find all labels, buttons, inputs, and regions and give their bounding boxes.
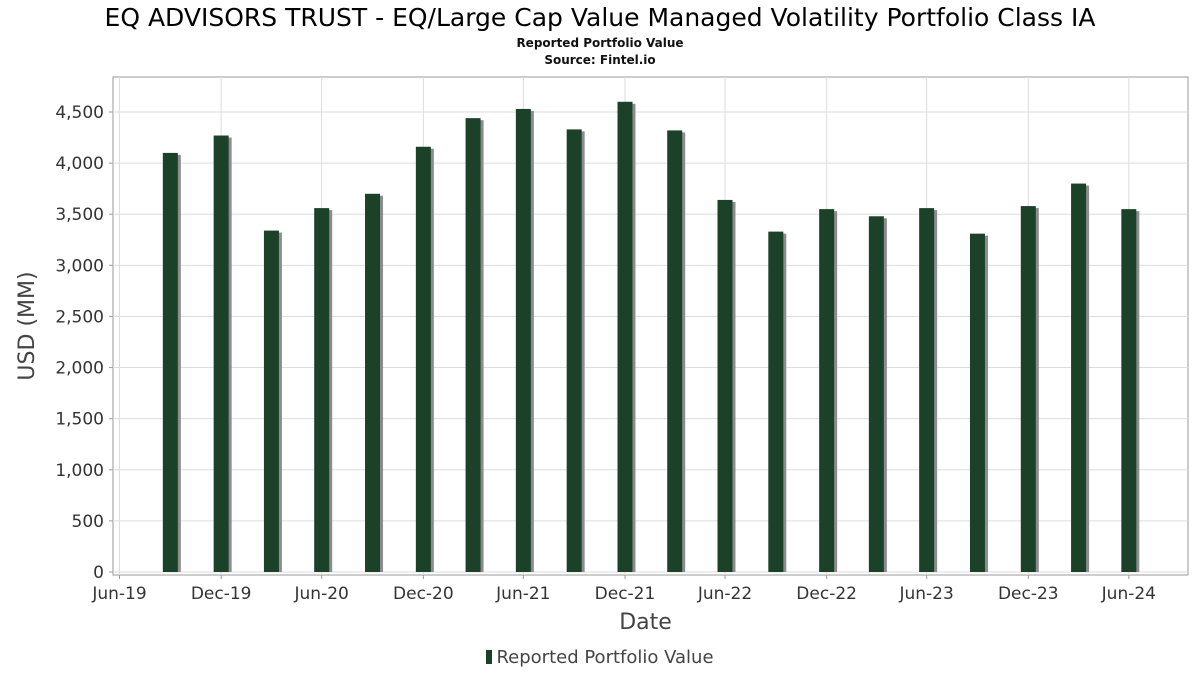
bar xyxy=(314,208,330,572)
x-tick-label: Dec-22 xyxy=(796,584,857,604)
x-tick-label: Dec-19 xyxy=(191,584,252,604)
bar xyxy=(213,135,229,572)
bar xyxy=(667,130,683,572)
chart-subtitle: Reported Portfolio Value xyxy=(516,36,684,50)
y-tick-label: 4,500 xyxy=(55,103,104,123)
y-tick-label: 4,000 xyxy=(55,154,104,174)
x-tick-label: Jun-20 xyxy=(294,584,349,604)
x-tick-label: Jun-24 xyxy=(1101,584,1156,604)
bar xyxy=(617,101,633,573)
bar xyxy=(717,199,733,573)
bar xyxy=(162,152,178,572)
bar xyxy=(1071,183,1087,572)
bar xyxy=(365,193,381,572)
y-tick-label: 0 xyxy=(93,563,104,583)
x-tick-label: Dec-21 xyxy=(595,584,656,604)
bar xyxy=(415,146,431,572)
y-tick-label: 1,000 xyxy=(55,461,104,481)
y-tick-label: 3,500 xyxy=(55,205,104,225)
bar xyxy=(868,216,884,572)
bar xyxy=(1121,209,1137,572)
x-tick-label: Dec-23 xyxy=(998,584,1059,604)
bar xyxy=(566,129,582,573)
x-tick-label: Jun-19 xyxy=(91,584,146,604)
bar xyxy=(263,230,279,572)
x-axis-label: Date xyxy=(619,610,672,635)
bar xyxy=(515,108,531,573)
bar xyxy=(919,208,935,572)
legend-swatch xyxy=(486,650,493,664)
bar xyxy=(969,233,985,572)
y-tick-label: 500 xyxy=(72,512,104,532)
y-tick-label: 2,500 xyxy=(55,307,104,327)
legend-label: Reported Portfolio Value xyxy=(496,647,714,668)
y-tick-label: 2,000 xyxy=(55,359,104,379)
x-tick-label: Jun-23 xyxy=(898,584,953,604)
chart-title: EQ ADVISORS TRUST - EQ/Large Cap Value M… xyxy=(104,3,1096,32)
bar xyxy=(819,209,835,572)
bar xyxy=(768,231,784,572)
y-axis-label: USD (MM) xyxy=(15,271,40,380)
bar xyxy=(465,118,481,573)
y-tick-label: 3,000 xyxy=(55,256,104,276)
y-tick-label: 1,500 xyxy=(55,410,104,430)
legend: Reported Portfolio Value xyxy=(0,647,1200,668)
x-tick-label: Jun-21 xyxy=(495,584,550,604)
x-tick-label: Dec-20 xyxy=(393,584,454,604)
x-tick-label: Jun-22 xyxy=(697,584,752,604)
chart-source: Source: Fintel.io xyxy=(544,53,656,67)
bar xyxy=(1020,206,1036,572)
plot-area xyxy=(112,76,1189,576)
